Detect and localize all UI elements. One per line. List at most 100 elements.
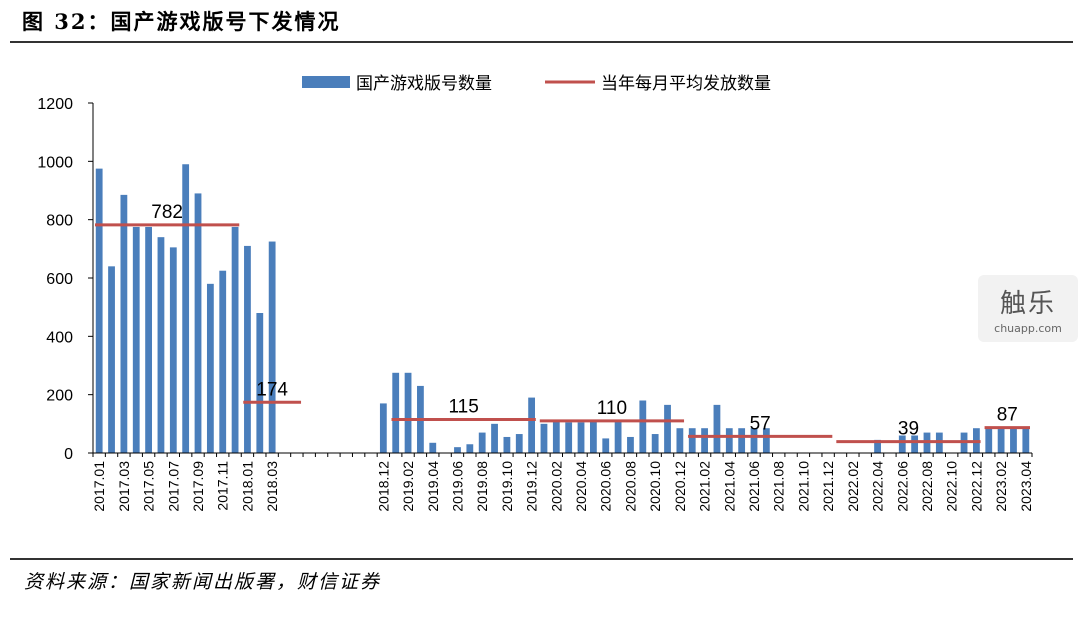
x-tick-label: 2023.02 xyxy=(993,461,1009,512)
bar-2022.06 xyxy=(898,435,906,453)
bar-2018.01 xyxy=(244,245,251,453)
watermark-url: chuapp.com xyxy=(994,322,1062,335)
x-tick-label: 2020.04 xyxy=(573,461,589,512)
bar-2017.04 xyxy=(132,226,140,453)
bar-2020.03 xyxy=(565,422,573,453)
x-tick-label: 2022.04 xyxy=(870,461,886,512)
bar-2017.05 xyxy=(145,226,152,453)
avg-label-2017: 782 xyxy=(151,202,183,223)
bar-2017.09 xyxy=(194,193,202,453)
bar-2022.04 xyxy=(874,439,881,453)
bottom-rule xyxy=(10,558,1073,560)
bar-2020.12 xyxy=(676,428,684,453)
x-tick-label: 2019.06 xyxy=(449,461,465,512)
bar-2021.01 xyxy=(688,428,696,453)
bar-2021.03 xyxy=(713,404,721,453)
bar-2019.02 xyxy=(404,372,412,453)
bar-2020.11 xyxy=(664,404,671,453)
x-tick-label: 2022.12 xyxy=(968,461,984,512)
bar-2019.01 xyxy=(392,372,400,453)
legend-bar-swatch xyxy=(302,76,350,88)
y-tick-label: 400 xyxy=(46,329,73,346)
x-tick-label: 2021.12 xyxy=(820,461,836,512)
bar-2020.04 xyxy=(577,422,585,453)
x-tick-label: 2021.10 xyxy=(795,461,811,512)
x-tick-label: 2020.10 xyxy=(647,461,663,512)
x-tick-label: 2021.06 xyxy=(746,461,762,512)
legend: 国产游戏版号数量 当年每月平均发放数量 xyxy=(302,74,771,94)
source-note: 资料来源：国家新闻出版署，财信证券 xyxy=(24,571,382,593)
avg-label-2023: 87 xyxy=(997,405,1018,426)
y-tick-label: 1000 xyxy=(37,154,73,171)
x-tick-label: 2023.04 xyxy=(1018,461,1034,512)
chart: 782 174 115 110 57 39 87 0 200 400 600 800 1000 1200… xyxy=(37,74,1033,512)
x-tick-label: 2020.12 xyxy=(672,461,688,512)
bar-series xyxy=(95,164,1030,453)
y-tick-label: 200 xyxy=(46,388,73,405)
bar-2019.04 xyxy=(429,442,437,453)
figure-title: 图 32：国产游戏版号下发情况 xyxy=(22,9,341,34)
x-tick-label: 2020.02 xyxy=(548,461,564,512)
bar-2019.12 xyxy=(528,397,536,453)
x-tick-label: 2022.10 xyxy=(944,461,960,512)
x-tick-label: 2017.01 xyxy=(91,461,107,512)
bar-2018.02 xyxy=(256,313,264,453)
x-tick-label: 2020.06 xyxy=(598,461,614,512)
bar-2019.10 xyxy=(503,436,511,453)
bar-2020.06 xyxy=(602,438,610,453)
bar-2020.09 xyxy=(639,400,647,453)
x-tick-label: 2018.01 xyxy=(239,461,255,512)
bar-2021.07 xyxy=(762,428,770,453)
y-tick-label: 800 xyxy=(46,213,73,230)
bar-2021.05 xyxy=(738,428,746,453)
x-tick-label: 2019.02 xyxy=(400,461,416,512)
y-tick-label: 600 xyxy=(46,271,73,288)
bar-2018.12 xyxy=(379,403,387,453)
avg-label-2020: 110 xyxy=(597,398,627,419)
x-tick-label: 2021.08 xyxy=(771,461,787,512)
x-tick-label: 2017.03 xyxy=(116,461,132,512)
bar-2017.03 xyxy=(120,194,128,453)
bar-2020.05 xyxy=(589,420,597,453)
bar-2020.10 xyxy=(651,434,659,453)
avg-label-2021: 57 xyxy=(750,413,771,434)
bar-2018.03 xyxy=(268,241,276,453)
y-tick-label: 0 xyxy=(64,446,73,463)
avg-label-2022: 39 xyxy=(898,419,919,440)
x-tick-label: 2017.09 xyxy=(190,461,206,512)
bar-2017.06 xyxy=(157,237,165,453)
bar-2019.08 xyxy=(478,432,486,453)
chart-axes: 0 200 400 600 800 1000 1200 2017.01 2017.03 2017.… xyxy=(37,96,1033,512)
bar-2023.04 xyxy=(1022,428,1030,453)
bar-2023.02 xyxy=(997,428,1005,453)
bar-2021.04 xyxy=(725,428,733,453)
bar-2017.01 xyxy=(95,168,103,453)
x-tick-label: 2020.08 xyxy=(622,461,638,512)
bar-2017.02 xyxy=(108,266,115,453)
x-tick-label: 2018.12 xyxy=(375,461,391,512)
x-tick-label: 2021.02 xyxy=(697,461,713,512)
bar-2020.07 xyxy=(614,420,622,453)
x-tick-label: 2019.12 xyxy=(524,461,540,512)
x-tick-label: 2017.05 xyxy=(141,461,157,512)
x-tick-label: 2022.02 xyxy=(845,461,861,512)
bar-2019.09 xyxy=(491,423,498,453)
bar-2017.12 xyxy=(231,226,239,453)
x-tick-label: 2017.07 xyxy=(165,461,181,512)
bar-2023.01 xyxy=(985,426,993,453)
bar-2022.07 xyxy=(911,435,919,453)
bar-2023.03 xyxy=(1010,428,1017,453)
x-tick-label: 2022.08 xyxy=(919,461,935,512)
x-tick-label: 2019.04 xyxy=(425,461,441,512)
bar-2021.02 xyxy=(701,428,708,453)
avg-label-2019: 115 xyxy=(449,396,479,417)
legend-bar-label: 国产游戏版号数量 xyxy=(356,74,492,94)
bar-2017.11 xyxy=(219,270,227,453)
x-tick-label: 2019.10 xyxy=(499,461,515,512)
bar-2021.06 xyxy=(750,428,758,453)
watermark-text: 触乐 xyxy=(999,289,1056,319)
top-rule xyxy=(10,41,1073,43)
y-tick-label: 1200 xyxy=(37,96,73,113)
bar-2017.07 xyxy=(169,247,177,453)
bar-2019.11 xyxy=(515,434,523,453)
